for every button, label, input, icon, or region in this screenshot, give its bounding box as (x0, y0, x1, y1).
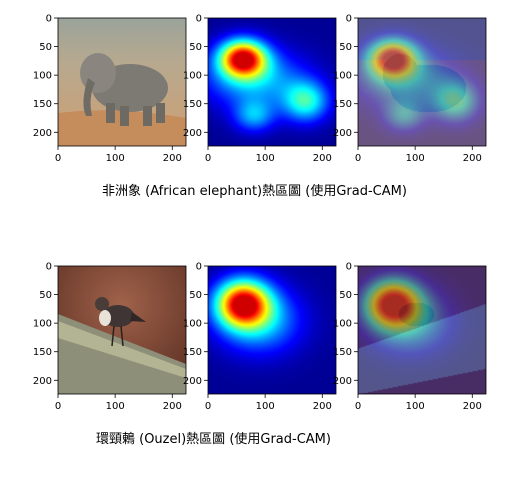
y-tick-label: 0 (346, 14, 352, 25)
y-tick-label: 200 (183, 128, 202, 139)
x-tick-label: 0 (55, 153, 61, 164)
x-tick-label: 0 (205, 401, 211, 412)
y-tick-label: 50 (339, 290, 352, 301)
original-image-panel: 0 100 200 0 50 100 150 200 (33, 262, 187, 412)
overlay-image (358, 266, 486, 394)
x-tick-label: 100 (106, 153, 125, 164)
x-tick-label: 200 (163, 401, 182, 412)
heatmap-overlay-panel: 0 100 200 0 50 100 150 200 (333, 262, 487, 412)
y-tick-label: 150 (183, 347, 202, 358)
elephant-photo (58, 18, 186, 146)
y-tick-label: 100 (33, 319, 52, 330)
y-tick-label: 100 (183, 71, 202, 82)
y-tick-label: 100 (33, 71, 52, 82)
gradcam-heatmap-panel: 0 100 200 0 50 100 150 200 (183, 262, 337, 412)
heatmap-overlay-panel: 0 100 200 0 50 100 150 200 (333, 14, 487, 164)
overlay-image (358, 18, 486, 146)
y-tick-label: 150 (33, 347, 52, 358)
y-tick-label: 0 (346, 262, 352, 273)
y-tick-label: 50 (39, 290, 52, 301)
y-tick-label: 150 (333, 347, 352, 358)
caption-ouzel: 環頸鶇 (Ouzel)熱區圖 (使用Grad-CAM) (96, 432, 331, 447)
x-tick-label: 200 (463, 401, 482, 412)
x-tick-label: 100 (256, 153, 275, 164)
y-tick-label: 150 (333, 99, 352, 110)
x-tick-label: 0 (355, 401, 361, 412)
y-tick-label: 200 (333, 376, 352, 387)
y-tick-label: 100 (333, 71, 352, 82)
y-tick-label: 50 (39, 42, 52, 53)
y-tick-label: 50 (189, 42, 202, 53)
heatmap-image (208, 266, 336, 394)
x-tick-label: 200 (463, 153, 482, 164)
x-tick-label: 0 (55, 401, 61, 412)
y-tick-label: 200 (33, 376, 52, 387)
x-tick-label: 200 (163, 153, 182, 164)
y-tick-label: 0 (196, 262, 202, 273)
y-tick-label: 0 (46, 14, 52, 25)
x-tick-label: 100 (406, 401, 425, 412)
y-tick-label: 100 (183, 319, 202, 330)
x-tick-label: 100 (256, 401, 275, 412)
original-image-panel: 0 100 200 0 50 100 150 200 (33, 14, 187, 164)
x-tick-label: 200 (313, 401, 332, 412)
y-tick-label: 50 (189, 290, 202, 301)
y-tick-label: 200 (183, 376, 202, 387)
heatmap-image (208, 18, 336, 146)
y-tick-label: 200 (33, 128, 52, 139)
y-tick-label: 150 (33, 99, 52, 110)
x-tick-label: 0 (355, 153, 361, 164)
x-tick-label: 100 (406, 153, 425, 164)
x-tick-label: 0 (205, 153, 211, 164)
y-tick-label: 200 (333, 128, 352, 139)
ouzel-photo (58, 266, 186, 394)
y-tick-label: 0 (196, 14, 202, 25)
gradcam-heatmap-panel: 0 100 200 0 50 100 150 200 (183, 14, 337, 164)
y-tick-label: 100 (333, 319, 352, 330)
x-tick-label: 100 (106, 401, 125, 412)
y-tick-label: 50 (339, 42, 352, 53)
x-tick-label: 200 (313, 153, 332, 164)
y-tick-label: 150 (183, 99, 202, 110)
caption-elephant: 非洲象 (African elephant)熱區圖 (使用Grad-CAM) (102, 184, 407, 199)
y-tick-label: 0 (46, 262, 52, 273)
